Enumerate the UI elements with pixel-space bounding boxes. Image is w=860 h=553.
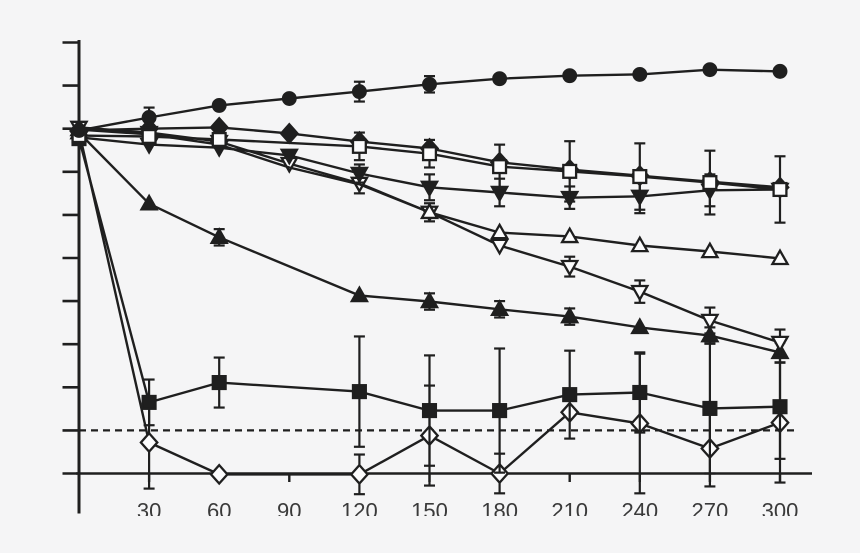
- open-square-marker: [772, 181, 788, 198]
- filled-inverted-triangle-marker: [349, 166, 369, 184]
- open-inverted-triangle-marker: [700, 313, 720, 331]
- filled-square-marker: [421, 403, 438, 419]
- open-square-marker: [141, 128, 157, 145]
- series-line: [77, 131, 781, 476]
- open-square-marker: [702, 175, 718, 191]
- filled-circle-marker: [772, 63, 788, 79]
- filled-circle-marker: [562, 68, 578, 84]
- filled-inverted-triangle-marker: [279, 148, 299, 166]
- series-filled-square: [71, 131, 788, 475]
- open-diamond-marker: [209, 463, 229, 486]
- open-diamond-marker: [139, 431, 159, 454]
- open-square-marker: [492, 159, 508, 175]
- filled-circle-marker: [492, 71, 508, 87]
- filled-square-marker: [632, 384, 648, 401]
- filled-circle-marker: [71, 122, 87, 138]
- filled-square-marker: [351, 384, 367, 400]
- series-filled-circle: [71, 62, 788, 138]
- open-triangle-marker: [419, 202, 440, 220]
- open-inverted-triangle-marker: [630, 284, 650, 302]
- filled-square-marker: [772, 399, 788, 415]
- filled-circle-marker: [211, 97, 227, 113]
- open-triangle-marker: [630, 235, 650, 253]
- open-square-marker: [562, 163, 578, 179]
- axes: [62, 40, 812, 514]
- open-diamond-marker: [349, 463, 370, 486]
- open-square-marker: [632, 168, 648, 185]
- series-open-square: [71, 128, 788, 224]
- series-open-triangle: [69, 119, 790, 266]
- filled-triangle-marker: [630, 317, 650, 335]
- filled-inverted-triangle-marker: [419, 180, 440, 198]
- filled-square-marker: [702, 400, 718, 416]
- filled-square-marker: [492, 403, 508, 419]
- open-square-marker: [351, 138, 367, 154]
- filled-triangle-marker: [139, 193, 159, 211]
- filled-circle-marker: [702, 62, 718, 78]
- filled-circle-marker: [141, 110, 157, 125]
- filled-circle-marker: [281, 91, 297, 106]
- filled-square-marker: [211, 375, 227, 391]
- filled-square-marker: [141, 394, 157, 410]
- filled-circle-marker: [351, 84, 367, 100]
- series-line: [78, 131, 781, 354]
- open-inverted-triangle-marker: [770, 335, 790, 353]
- open-triangle-marker: [490, 222, 510, 240]
- open-inverted-triangle-marker: [560, 259, 580, 277]
- filled-triangle-marker: [560, 306, 580, 324]
- filled-triangle-marker: [209, 227, 229, 245]
- open-triangle-marker: [700, 241, 720, 259]
- open-inverted-triangle-marker: [490, 238, 510, 256]
- filled-square-marker: [562, 387, 578, 403]
- filled-triangle-marker: [419, 291, 440, 309]
- filled-triangle-marker: [349, 285, 369, 303]
- filled-circle-marker: [632, 66, 648, 82]
- open-triangle-marker: [770, 248, 790, 266]
- series-line: [77, 138, 781, 412]
- open-square-marker: [211, 131, 227, 148]
- filled-triangle-marker: [490, 299, 510, 317]
- crop-cover: [0, 516, 860, 553]
- series-line: [78, 134, 781, 191]
- open-triangle-marker: [560, 226, 580, 244]
- open-square-marker: [421, 146, 438, 162]
- filled-circle-marker: [422, 76, 437, 92]
